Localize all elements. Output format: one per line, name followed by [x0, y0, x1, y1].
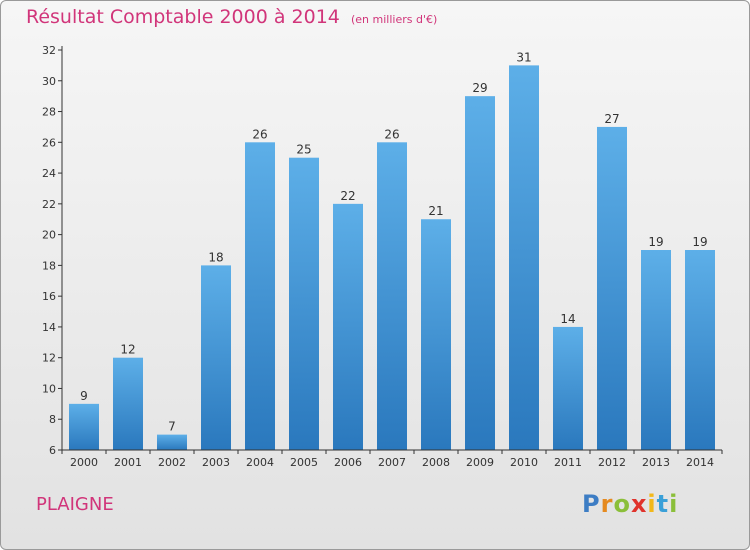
logo-letter: i — [647, 490, 657, 518]
chart-title-block: Résultat Comptable 2000 à 2014 (en milli… — [26, 6, 437, 28]
bar-series: 9 12 7 18 26 25 22 26 21 29 31 14 27 19 19 — [69, 50, 715, 451]
y-tick-label: 18 — [42, 259, 56, 272]
data-label: 19 — [648, 235, 663, 249]
proxiti-logo: Proxiti — [582, 490, 678, 518]
x-tick-label: 2002 — [158, 456, 186, 469]
data-label: 26 — [384, 127, 399, 141]
bar — [597, 126, 627, 450]
x-tick-label: 2004 — [246, 456, 274, 469]
logo-letter: o — [613, 490, 631, 518]
x-tick-label: 2013 — [642, 456, 670, 469]
bar — [509, 65, 539, 450]
logo-letter: t — [656, 490, 670, 518]
y-tick-label: 24 — [42, 167, 56, 180]
x-tick-label: 2001 — [114, 456, 142, 469]
chart-subtitle: (en milliers d'€) — [350, 13, 438, 26]
data-label: 12 — [120, 343, 135, 357]
bar — [157, 434, 187, 450]
x-tick-label: 2012 — [598, 456, 626, 469]
data-label: 31 — [516, 50, 531, 64]
bar — [245, 142, 275, 451]
data-label: 22 — [340, 189, 355, 203]
logo-letter: P — [582, 490, 601, 518]
data-label: 7 — [168, 420, 176, 434]
y-tick-label: 26 — [42, 136, 56, 149]
y-tick-label: 6 — [49, 444, 56, 457]
data-label: 21 — [428, 204, 443, 218]
x-tick-label: 2006 — [334, 456, 362, 469]
x-tick-label: 2014 — [686, 456, 714, 469]
y-tick-label: 30 — [42, 75, 56, 88]
x-tick-label: 2005 — [290, 456, 318, 469]
logo-letter: x — [630, 490, 648, 518]
data-label: 25 — [296, 143, 311, 157]
bar — [289, 157, 319, 450]
bar — [641, 250, 671, 450]
x-tick-label: 2000 — [70, 456, 98, 469]
data-label: 18 — [208, 250, 223, 264]
logo-letter: i — [669, 490, 679, 518]
bar — [685, 250, 715, 450]
x-tick-label: 2008 — [422, 456, 450, 469]
y-tick-label: 28 — [42, 106, 56, 119]
bar — [553, 326, 583, 450]
data-label: 27 — [604, 112, 619, 126]
y-tick-label: 16 — [42, 290, 56, 303]
y-tick-label: 14 — [42, 321, 56, 334]
bar — [333, 203, 363, 450]
x-tick-label: 2009 — [466, 456, 494, 469]
place-name: PLAIGNE — [36, 494, 114, 515]
data-label: 29 — [472, 81, 487, 95]
data-label: 9 — [80, 389, 88, 403]
bar — [69, 403, 99, 450]
bar — [465, 96, 495, 451]
x-axis: 2000 2001 2002 2003 2004 2005 2006 2007 2008 2009… — [61, 449, 723, 469]
bar — [201, 265, 231, 450]
x-tick-label: 2011 — [554, 456, 582, 469]
chart-title: Résultat Comptable 2000 à 2014 — [26, 6, 340, 28]
bar — [113, 357, 143, 450]
bar — [377, 142, 407, 451]
logo-letter: r — [600, 490, 614, 518]
y-tick-label: 8 — [49, 413, 56, 426]
data-label: 26 — [252, 127, 267, 141]
data-label: 14 — [560, 312, 575, 326]
y-tick-label: 10 — [42, 382, 56, 395]
data-label: 19 — [692, 235, 707, 249]
y-tick-label: 20 — [42, 229, 56, 242]
y-tick-label: 22 — [42, 198, 56, 211]
y-tick-label: 12 — [42, 352, 56, 365]
x-tick-label: 2007 — [378, 456, 406, 469]
y-tick-label: 32 — [42, 44, 56, 57]
bar — [421, 219, 451, 450]
x-tick-label: 2010 — [510, 456, 538, 469]
x-tick-label: 2003 — [202, 456, 230, 469]
y-axis: 6 8 10 12 14 16 18 20 22 24 26 28 30 32 — [42, 44, 63, 457]
